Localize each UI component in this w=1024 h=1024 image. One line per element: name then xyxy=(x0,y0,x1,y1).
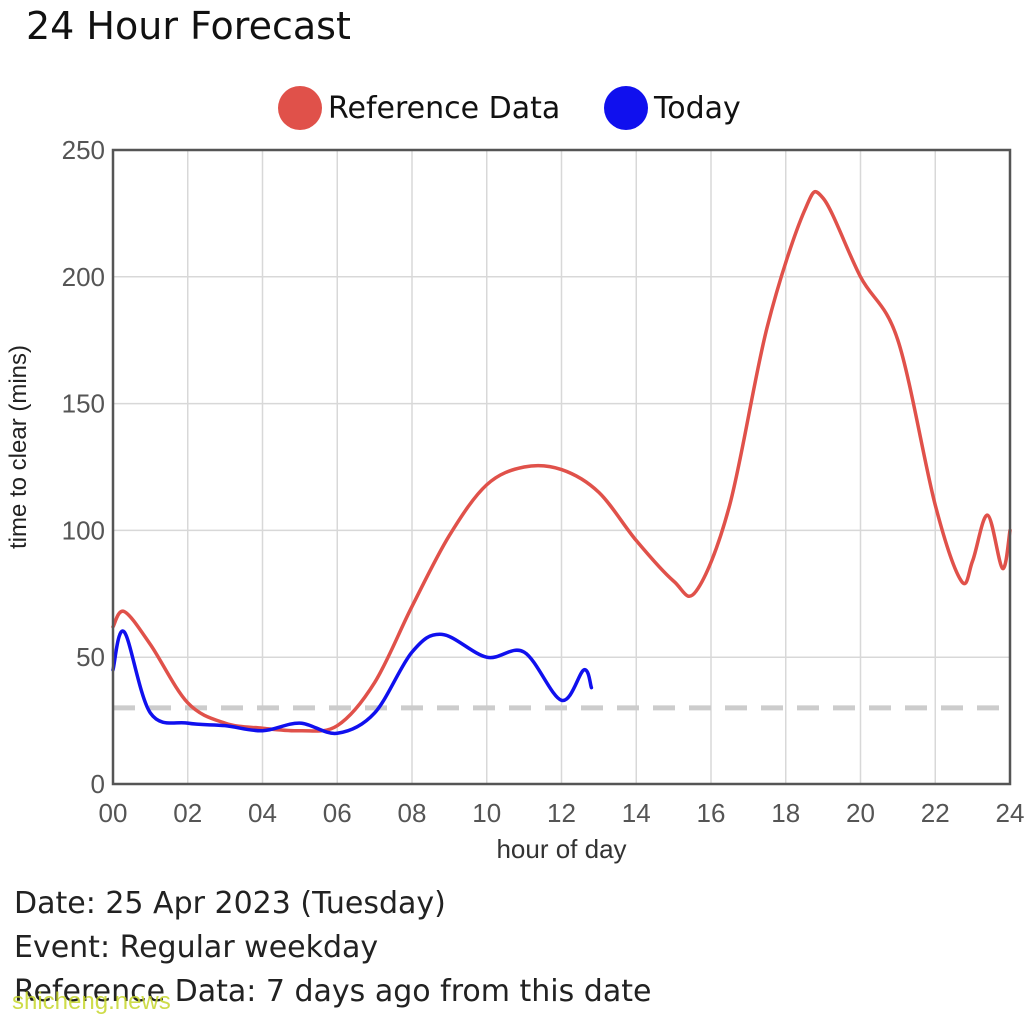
legend-swatch-reference xyxy=(278,86,322,130)
x-tick-label: 04 xyxy=(248,798,277,828)
legend: Reference Data Today xyxy=(0,84,1024,132)
plot-frame xyxy=(111,148,1012,786)
legend-label-reference: Reference Data xyxy=(328,90,561,126)
y-tick-label: 0 xyxy=(91,769,105,799)
legend-item-today[interactable]: Today xyxy=(604,84,741,132)
y-tick-label: 250 xyxy=(62,140,105,165)
x-tick-label: 24 xyxy=(996,798,1024,828)
series-line-today xyxy=(111,629,594,736)
x-tick-label: 06 xyxy=(323,798,352,828)
legend-item-reference[interactable]: Reference Data xyxy=(278,84,560,132)
y-tick-label: 200 xyxy=(62,262,105,292)
x-tick-label: 12 xyxy=(547,798,576,828)
x-tick-label: 18 xyxy=(771,798,800,828)
y-tick-label: 50 xyxy=(76,642,105,672)
x-tick-label: 16 xyxy=(697,798,726,828)
chart-title: 24 Hour Forecast xyxy=(26,4,351,48)
x-tick-label: 22 xyxy=(921,798,950,828)
x-tick-label: 08 xyxy=(398,798,427,828)
info-reference: Reference Data: 7 days ago from this dat… xyxy=(14,974,652,1009)
x-tick-label: 20 xyxy=(846,798,875,828)
legend-label-today: Today xyxy=(654,90,741,126)
y-tick-label: 150 xyxy=(62,389,105,419)
info-event: Event: Regular weekday xyxy=(14,930,379,965)
y-axis-title: time to clear (mins) xyxy=(5,345,32,549)
y-tick-label: 100 xyxy=(62,515,105,545)
legend-swatch-today xyxy=(604,86,648,130)
x-axis-title: hour of day xyxy=(496,834,626,864)
watermark: shicheng.news xyxy=(12,988,171,1015)
x-tick-label: 02 xyxy=(173,798,202,828)
x-tick-label: 14 xyxy=(622,798,651,828)
line-chart: 00 02 04 06 08 10 12 14 16 18 20 22 24 0 50 100 150 200 25… xyxy=(5,140,1024,864)
x-tick-label: 00 xyxy=(99,798,128,828)
info-date: Date: 25 Apr 2023 (Tuesday) xyxy=(14,886,446,921)
x-tick-label: 10 xyxy=(472,798,501,828)
series-line-reference-data xyxy=(111,189,1012,733)
